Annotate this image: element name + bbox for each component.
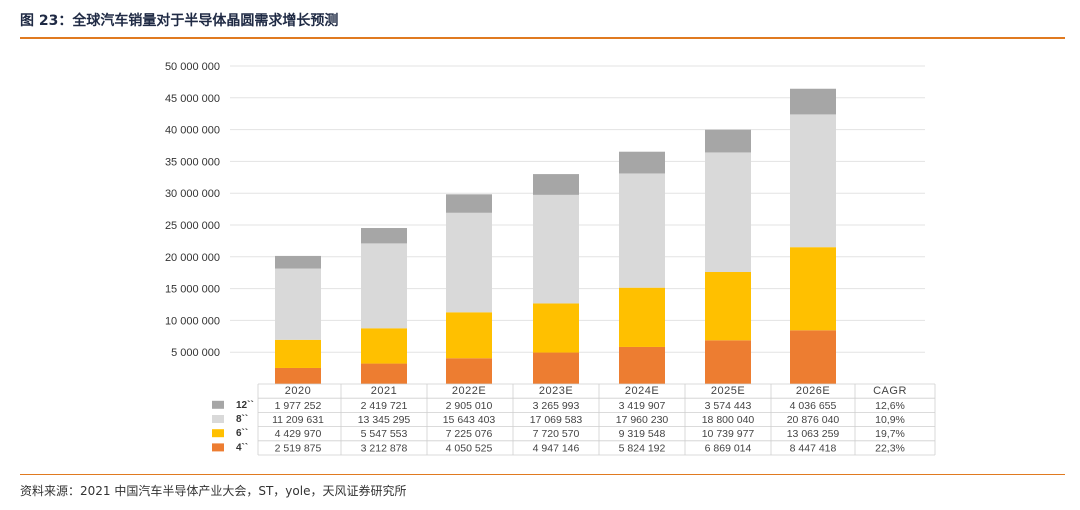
data-label: 3 212 878 bbox=[361, 442, 408, 454]
category-label: 2022E bbox=[452, 385, 486, 397]
data-label: 4 429 970 bbox=[275, 428, 322, 440]
legend-label: 4`` bbox=[236, 442, 248, 453]
bar-segment bbox=[790, 88, 836, 115]
data-label: 5 547 553 bbox=[361, 428, 408, 440]
data-label: 13 345 295 bbox=[358, 414, 411, 426]
y-tick-label: 30 000 000 bbox=[165, 188, 220, 200]
data-label: 3 574 443 bbox=[705, 400, 752, 412]
data-label: 10 739 977 bbox=[702, 428, 755, 440]
bar-segment bbox=[275, 255, 321, 269]
bar-segment bbox=[790, 247, 836, 331]
data-label: 15 643 403 bbox=[443, 414, 496, 426]
bar-segment bbox=[790, 330, 836, 384]
data-label: 17 960 230 bbox=[616, 414, 669, 426]
bar-segment bbox=[361, 228, 407, 244]
bar-segment bbox=[446, 358, 492, 384]
data-label: 17 069 583 bbox=[530, 414, 583, 426]
data-label: 4 036 655 bbox=[790, 400, 837, 412]
cagr-value: 19,7% bbox=[875, 428, 905, 440]
data-label: 6 869 014 bbox=[705, 442, 752, 454]
bar-segment bbox=[275, 367, 321, 384]
data-label: 2 519 875 bbox=[275, 442, 322, 454]
y-tick-label: 15 000 000 bbox=[165, 284, 220, 296]
y-tick-label: 35 000 000 bbox=[165, 156, 220, 168]
legend-swatch bbox=[212, 415, 224, 423]
data-label: 11 209 631 bbox=[272, 414, 324, 426]
data-label: 3 265 993 bbox=[533, 400, 580, 412]
bar-segment bbox=[275, 268, 321, 340]
bar-segment bbox=[705, 129, 751, 153]
bar-segment bbox=[446, 312, 492, 359]
legend-swatch bbox=[212, 400, 224, 409]
legend-swatch bbox=[212, 443, 224, 452]
data-label: 4 947 146 bbox=[533, 442, 580, 454]
legend-label: 8`` bbox=[236, 414, 248, 425]
y-tick-label: 40 000 000 bbox=[165, 125, 220, 137]
data-label: 13 063 259 bbox=[787, 428, 840, 440]
y-tick-label: 10 000 000 bbox=[165, 315, 220, 327]
stacked-bar-chart: 5 000 000 10 000 000 15 000 000 20 000 000 2… bbox=[165, 61, 936, 456]
y-tick-label: 5 000 000 bbox=[171, 347, 220, 359]
y-tick-label: 25 000 000 bbox=[165, 220, 220, 232]
bar-segment bbox=[619, 346, 665, 384]
data-label: 5 824 192 bbox=[619, 442, 666, 454]
cagr-value: 12,6% bbox=[875, 400, 905, 412]
category-label: 2025E bbox=[711, 385, 745, 397]
bar-segment bbox=[361, 243, 407, 329]
bar-segment bbox=[533, 352, 579, 384]
data-label: 2 905 010 bbox=[446, 400, 493, 412]
category-label: 2026E bbox=[796, 385, 830, 397]
bar-segment bbox=[361, 328, 407, 364]
y-tick-label: 20 000 000 bbox=[165, 252, 220, 264]
category-label: 2020 bbox=[285, 385, 311, 397]
data-label: 9 319 548 bbox=[619, 428, 666, 440]
data-label: 2 419 721 bbox=[361, 400, 408, 412]
cagr-header: CAGR bbox=[873, 385, 907, 397]
data-label: 7 720 570 bbox=[533, 428, 580, 440]
bar-segment bbox=[275, 339, 321, 368]
bar-segment bbox=[533, 174, 579, 195]
cagr-value: 22,3% bbox=[875, 442, 905, 454]
legend-swatch bbox=[212, 429, 224, 438]
data-label: 7 225 076 bbox=[446, 428, 493, 440]
bar-segment bbox=[705, 272, 751, 341]
data-label: 8 447 418 bbox=[790, 442, 837, 454]
bar-segment bbox=[619, 287, 665, 347]
data-label: 1 977 252 bbox=[275, 400, 322, 412]
data-label: 4 050 525 bbox=[446, 442, 493, 454]
bar-segment bbox=[446, 194, 492, 213]
bar-segment bbox=[790, 114, 836, 248]
category-label: 2023E bbox=[539, 385, 573, 397]
top-rule bbox=[20, 37, 1065, 39]
bar-segment bbox=[446, 212, 492, 313]
y-tick-label: 50 000 000 bbox=[165, 61, 220, 73]
cagr-value: 10,9% bbox=[875, 414, 905, 426]
bar-segment bbox=[705, 152, 751, 273]
bar-segment bbox=[619, 173, 665, 288]
data-label: 3 419 907 bbox=[619, 400, 666, 412]
bottom-rule bbox=[20, 474, 1065, 475]
legend-label: 12`` bbox=[236, 400, 254, 411]
bar-segment bbox=[361, 363, 407, 384]
legend-label: 6`` bbox=[236, 428, 248, 439]
bar-segment bbox=[619, 151, 665, 174]
category-label: 2024E bbox=[625, 385, 659, 397]
data-label: 20 876 040 bbox=[787, 414, 840, 426]
figure-caption: 图 23：全球汽车销量对于半导体晶圆需求增长预测 bbox=[20, 13, 339, 29]
category-label: 2021 bbox=[371, 385, 397, 397]
y-tick-label: 45 000 000 bbox=[165, 93, 220, 105]
bar-segment bbox=[533, 303, 579, 353]
source-note: 资料来源：2021 中国汽车半导体产业大会，ST，yole，天风证券研究所 bbox=[20, 484, 407, 498]
bar-segment bbox=[705, 340, 751, 384]
data-label: 18 800 040 bbox=[702, 414, 755, 426]
bar-segment bbox=[533, 194, 579, 304]
